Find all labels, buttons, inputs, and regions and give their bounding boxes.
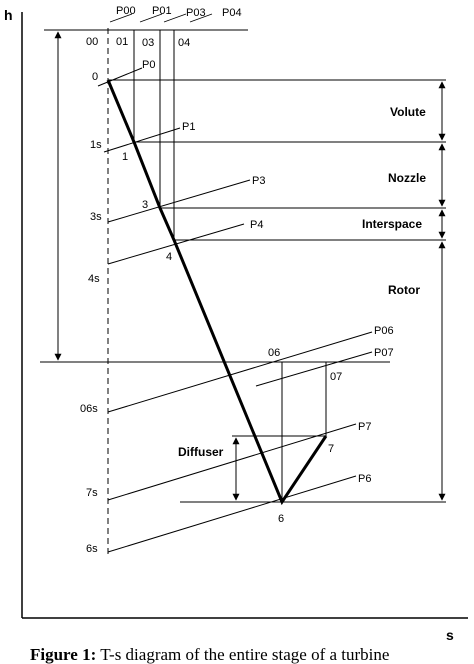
- label-03: 03: [142, 37, 154, 49]
- isobar-p01-segment: [139, 13, 163, 23]
- isobar-p3: [107, 179, 251, 223]
- label-P6: P6: [358, 473, 371, 485]
- region-interspace: Interspace: [362, 217, 422, 231]
- label-00: 00: [86, 36, 98, 48]
- x-axis-label: s: [446, 627, 454, 643]
- label-p01: P01: [152, 5, 172, 17]
- caption-text: T-s diagram of the entire stage of a tur…: [96, 645, 389, 664]
- point-3: 3: [142, 199, 148, 211]
- point-4: 4: [166, 251, 172, 263]
- y-axis-label: h: [4, 7, 13, 23]
- point-1s: 1s: [90, 139, 102, 151]
- caption-prefix: Figure 1:: [30, 645, 96, 664]
- isobar-p07: [255, 351, 373, 387]
- isobar-p6: [107, 475, 357, 553]
- label-P07: P07: [374, 347, 394, 359]
- point-0: 0: [92, 71, 98, 83]
- point-3s: 3s: [90, 211, 102, 223]
- figure-caption: Figure 1: T-s diagram of the entire stag…: [30, 645, 389, 664]
- point-6: 6: [278, 513, 284, 525]
- label-P4: P4: [250, 219, 263, 231]
- point-06s: 06s: [80, 403, 98, 415]
- label-p00: P00: [116, 5, 136, 17]
- region-rotor: Rotor: [388, 283, 420, 297]
- point-7: 7: [328, 443, 334, 455]
- point-4s: 4s: [88, 273, 100, 285]
- isobar-p0: [97, 67, 143, 87]
- isobar-p06: [107, 331, 373, 413]
- isobar-p03-segment: [163, 13, 187, 23]
- label-01: 01: [116, 36, 128, 48]
- label-P3: P3: [252, 175, 265, 187]
- label-P0: P0: [142, 59, 155, 71]
- point-6s: 6s: [86, 543, 98, 555]
- isobar-p04-segment: [189, 13, 213, 23]
- point-7s: 7s: [86, 487, 98, 499]
- label-P06: P06: [374, 325, 394, 337]
- label-p04: P04: [222, 7, 242, 19]
- label-P7: P7: [358, 421, 371, 433]
- point-06: 06: [268, 347, 280, 359]
- point-1: 1: [122, 151, 128, 163]
- isobar-p00-segment: [109, 13, 133, 23]
- isobar-p7: [107, 423, 357, 501]
- label-P1: P1: [182, 121, 195, 133]
- label-04: 04: [178, 37, 190, 49]
- point-07: 07: [330, 371, 342, 383]
- region-diffuser: Diffuser: [178, 445, 224, 459]
- expansion-process-line: [106, 79, 328, 506]
- region-volute: Volute: [390, 105, 426, 119]
- isobar-p1: [103, 127, 181, 153]
- region-nozzle: Nozzle: [388, 171, 426, 185]
- label-p03: P03: [186, 7, 206, 19]
